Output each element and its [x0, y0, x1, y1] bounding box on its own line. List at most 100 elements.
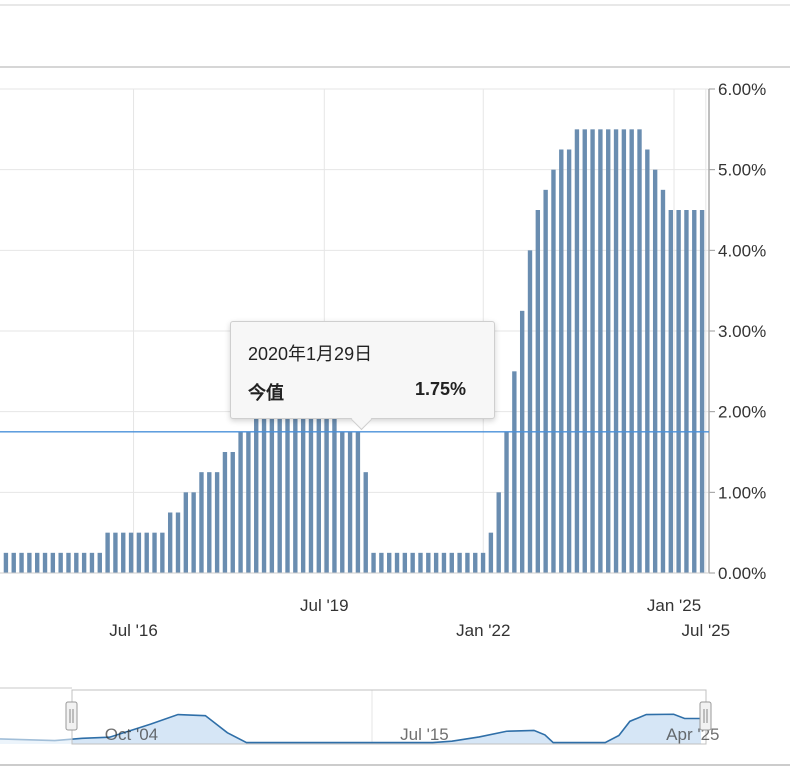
tooltip-date: 2020年1月29日 [248, 344, 373, 364]
bar [519, 310, 525, 573]
bar [50, 552, 56, 573]
bar [363, 472, 368, 573]
bar [660, 189, 666, 574]
navigator-area [0, 714, 702, 744]
bar [332, 411, 337, 573]
y-tick-label: 4.00% [718, 241, 766, 260]
bar [426, 552, 431, 573]
bar [27, 552, 32, 573]
bar [582, 129, 587, 574]
bar [74, 552, 79, 573]
bar [465, 552, 470, 573]
navigator-label: Jul '15 [400, 725, 449, 744]
bar [441, 552, 447, 573]
bar [598, 129, 603, 574]
bar [410, 552, 415, 573]
y-tick-label: 6.00% [718, 80, 766, 99]
bar [433, 552, 439, 573]
navigator-mask-left [0, 690, 72, 744]
bar [277, 411, 282, 573]
bar [191, 492, 196, 573]
bar [97, 552, 102, 573]
bar [316, 411, 321, 573]
bar [488, 532, 494, 573]
y-tick-label: 0.00% [718, 564, 766, 583]
bar [11, 552, 16, 573]
bar [355, 431, 361, 573]
bar [527, 250, 533, 574]
bar [183, 492, 189, 573]
bar [652, 169, 658, 573]
bar [35, 552, 40, 573]
y-tick-label: 2.00% [718, 403, 766, 422]
bar [551, 169, 556, 573]
bar [254, 411, 259, 573]
x-tick-label: Jul '16 [109, 621, 158, 640]
bar [559, 149, 564, 573]
bar [512, 371, 517, 573]
bar [613, 129, 619, 574]
bar-series [3, 129, 705, 574]
bar [144, 532, 149, 573]
bar [543, 189, 548, 574]
bar [340, 431, 345, 573]
bar [699, 210, 705, 573]
tooltip: 2020年1月29日 今值 1.75% [230, 321, 495, 431]
bar [128, 532, 134, 573]
tooltip-label: 今值 [248, 383, 284, 403]
bar [19, 552, 24, 573]
y-tick-label: 1.00% [718, 483, 766, 502]
bar [379, 552, 384, 573]
navigator-label: Oct '04 [105, 725, 158, 744]
bar [676, 210, 681, 573]
axes: 0.00% 1.00% 2.00% 3.00% 4.00% 5.00% 6.00% Jul '… [0, 80, 766, 640]
bar [566, 149, 572, 573]
bar [222, 452, 228, 573]
bar [504, 431, 509, 573]
x-tick-label: Jul '19 [300, 596, 349, 615]
bar [246, 431, 251, 573]
bar [199, 472, 204, 573]
bar [214, 472, 220, 573]
bar [668, 210, 673, 573]
x-tick-label: Jan '25 [647, 596, 701, 615]
bar [347, 431, 353, 573]
bar [684, 210, 689, 573]
bar [473, 552, 478, 573]
bar [457, 552, 462, 573]
bar [238, 431, 243, 573]
navigator-label: Apr '25 [666, 725, 719, 744]
navigator-handle-right[interactable] [699, 701, 712, 731]
bar [175, 512, 181, 573]
bar [105, 532, 110, 573]
bar [621, 129, 627, 574]
navigator-line [0, 713, 702, 744]
bar [113, 532, 118, 573]
bar [269, 411, 275, 573]
bar [207, 472, 212, 573]
y-tick-label: 5.00% [718, 161, 766, 180]
bar [167, 512, 173, 573]
bar [402, 552, 408, 573]
bar [81, 552, 87, 573]
bar [535, 210, 541, 573]
bar [121, 532, 126, 573]
x-tick-label: Jan '22 [456, 621, 510, 640]
navigator[interactable]: Oct '04 Jul '15 Apr '25 [0, 687, 790, 766]
bar [371, 552, 376, 573]
bar [89, 552, 95, 573]
bar [261, 411, 267, 573]
bar [606, 129, 611, 574]
bar [496, 492, 501, 573]
x-tick-label: Jul '25 [682, 621, 731, 640]
bar [230, 452, 235, 573]
bar [692, 210, 697, 573]
bar [449, 552, 454, 573]
bar [58, 552, 63, 573]
bar [66, 552, 71, 573]
bar [3, 552, 9, 573]
bar [590, 129, 595, 574]
navigator-handle-left[interactable] [65, 701, 78, 731]
bar [574, 129, 580, 574]
